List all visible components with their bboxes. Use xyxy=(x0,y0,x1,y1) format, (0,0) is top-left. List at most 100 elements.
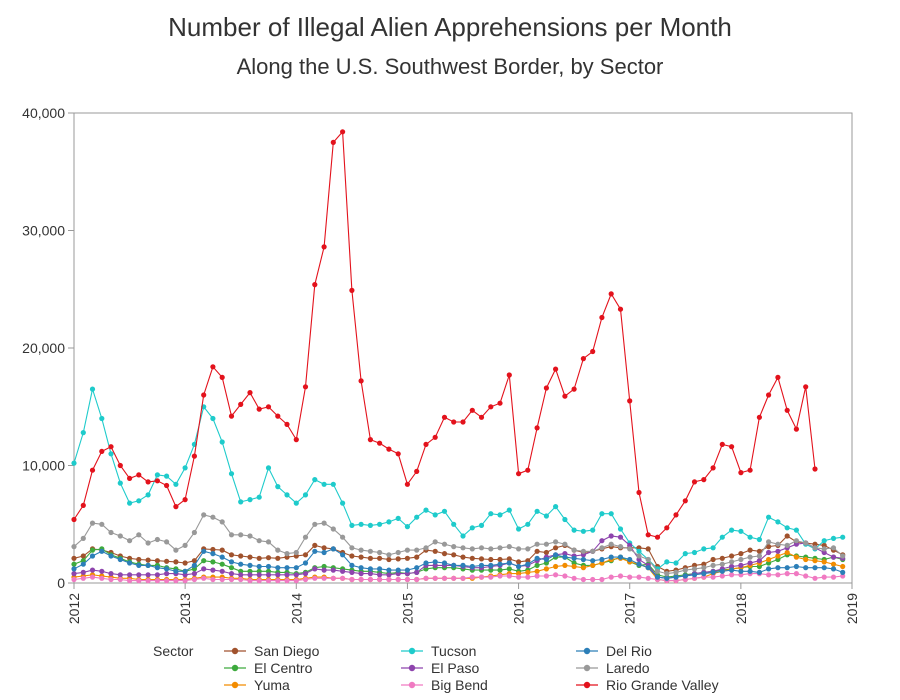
data-point-tucson xyxy=(571,527,577,533)
data-point-big-bend xyxy=(238,576,244,583)
data-point-big-bend xyxy=(469,574,475,580)
data-point-rio-grande-valley xyxy=(812,466,818,472)
data-point-laredo xyxy=(590,548,596,554)
data-point-tucson xyxy=(358,521,364,527)
data-point-del-rio xyxy=(673,574,679,580)
data-point-del-rio xyxy=(747,568,753,574)
data-point-tucson xyxy=(793,527,800,533)
data-point-del-rio xyxy=(256,563,262,570)
data-point-del-rio xyxy=(627,556,633,563)
data-point-laredo xyxy=(719,561,725,567)
data-point-yuma xyxy=(803,556,809,563)
data-point-tucson xyxy=(562,516,568,523)
legend-title: Sector xyxy=(153,643,194,659)
x-axis: 2012 2013 2014 2015 2016 2017 2018 2019 xyxy=(66,583,860,624)
data-point-rio-grande-valley xyxy=(441,414,448,420)
data-point-el-paso xyxy=(321,567,327,573)
data-point-del-rio xyxy=(210,551,216,557)
data-point-big-bend xyxy=(191,576,197,583)
data-point-tucson xyxy=(756,536,763,543)
data-point-tucson xyxy=(145,492,151,498)
x-tick-label: 2012 xyxy=(66,593,82,624)
data-point-san-diego xyxy=(80,553,86,559)
data-point-tucson xyxy=(729,527,735,533)
data-point-el-paso xyxy=(386,572,392,578)
data-point-big-bend xyxy=(729,572,735,578)
data-point-laredo xyxy=(127,538,133,544)
data-point-el-paso xyxy=(136,572,142,578)
data-point-big-bend xyxy=(247,578,253,584)
data-point-rio-grande-valley xyxy=(766,392,772,398)
data-point-rio-grande-valley xyxy=(691,479,698,485)
data-point-laredo xyxy=(80,535,86,542)
data-point-laredo xyxy=(534,541,540,547)
data-point-laredo xyxy=(543,541,550,547)
data-point-big-bend xyxy=(534,573,540,579)
data-point-laredo xyxy=(265,539,272,545)
data-point-big-bend xyxy=(451,575,457,581)
data-point-rio-grande-valley xyxy=(395,451,401,457)
data-point-big-bend xyxy=(580,576,587,583)
data-point-tucson xyxy=(775,519,781,525)
data-point-del-rio xyxy=(191,562,197,569)
data-point-laredo xyxy=(154,536,160,543)
data-point-tucson xyxy=(210,415,216,422)
data-point-el-paso xyxy=(377,572,383,578)
data-point-san-diego xyxy=(247,554,253,560)
data-point-rio-grande-valley xyxy=(302,384,309,390)
data-point-el-paso xyxy=(219,568,225,574)
data-point-big-bend xyxy=(367,576,373,583)
data-point-el-paso xyxy=(775,548,781,554)
data-point-laredo xyxy=(275,547,281,553)
data-point-tucson xyxy=(701,546,707,552)
data-point-rio-grande-valley xyxy=(377,440,383,446)
data-point-san-diego xyxy=(469,555,475,561)
data-point-laredo xyxy=(191,529,197,536)
data-point-del-rio xyxy=(89,553,96,559)
data-point-laredo xyxy=(821,546,827,552)
data-point-el-centro xyxy=(89,547,96,553)
data-point-del-rio xyxy=(682,573,688,579)
data-point-rio-grande-valley xyxy=(478,414,485,420)
data-point-del-rio xyxy=(608,554,614,560)
data-point-big-bend xyxy=(710,574,716,580)
data-point-el-centro xyxy=(201,558,207,564)
data-point-el-centro xyxy=(497,567,503,573)
data-point-rio-grande-valley xyxy=(469,407,475,413)
data-point-tucson xyxy=(534,508,540,514)
data-point-rio-grande-valley xyxy=(191,453,197,459)
data-point-el-centro xyxy=(488,567,494,573)
data-point-tucson xyxy=(451,521,457,527)
data-point-san-diego xyxy=(710,556,716,563)
data-point-laredo xyxy=(608,541,614,547)
data-point-laredo xyxy=(432,539,438,545)
data-point-rio-grande-valley xyxy=(553,366,559,372)
data-point-laredo xyxy=(729,559,735,565)
data-point-big-bend xyxy=(478,574,485,580)
data-point-san-diego xyxy=(71,555,77,561)
data-point-big-bend xyxy=(553,572,559,578)
data-point-rio-grande-valley xyxy=(349,287,355,293)
data-point-tucson xyxy=(719,534,725,540)
data-point-rio-grande-valley xyxy=(590,348,596,355)
legend-item-tucson: Tucson xyxy=(401,643,476,659)
y-tick-label: 40,000 xyxy=(22,105,65,121)
data-point-san-diego xyxy=(302,552,309,558)
data-point-san-diego xyxy=(127,555,133,561)
data-point-el-paso xyxy=(71,571,77,577)
data-point-rio-grande-valley xyxy=(340,129,346,135)
data-point-el-paso xyxy=(312,566,318,572)
data-point-del-rio xyxy=(358,565,364,571)
data-point-rio-grande-valley xyxy=(793,426,800,432)
data-point-big-bend xyxy=(201,575,207,581)
data-point-rio-grande-valley xyxy=(80,502,86,508)
data-point-san-diego xyxy=(386,556,392,563)
data-point-laredo xyxy=(340,534,346,540)
data-point-laredo xyxy=(302,534,309,540)
data-point-big-bend xyxy=(812,575,818,581)
data-point-laredo xyxy=(478,545,485,551)
data-point-yuma xyxy=(562,562,568,569)
data-point-rio-grande-valley xyxy=(99,448,105,454)
legend-label: Yuma xyxy=(254,677,290,693)
